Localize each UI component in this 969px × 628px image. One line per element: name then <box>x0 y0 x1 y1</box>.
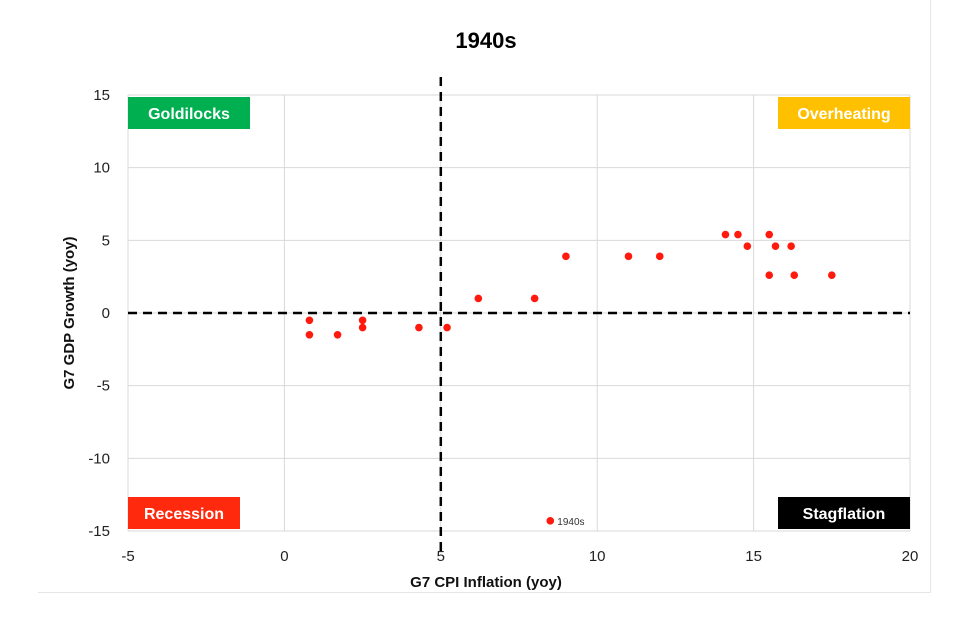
x-tick-label: -5 <box>121 548 134 565</box>
quadrant-label-top-right-background <box>778 97 910 129</box>
data-point <box>787 242 795 250</box>
quadrant-label-stagflation: Stagflation <box>803 506 886 523</box>
data-point <box>530 294 539 303</box>
chart-title: 1940s <box>455 28 516 53</box>
x-tick-label: 20 <box>902 548 919 565</box>
y-tick-label: 15 <box>93 87 110 104</box>
data-point <box>358 323 367 332</box>
data-point <box>655 252 664 261</box>
data-point <box>721 230 730 239</box>
y-tick-label: -5 <box>97 378 110 395</box>
y-tick-label: 10 <box>93 160 110 177</box>
quadrant-label-bottom-right-background <box>778 497 910 529</box>
y-tick-label: -10 <box>88 450 110 467</box>
data-point <box>474 294 483 303</box>
y-tick-label: 0 <box>102 305 110 322</box>
data-point <box>358 316 367 325</box>
x-axis-label: G7 CPI Inflation (yoy) <box>410 574 562 591</box>
quadrant-label-recession: Recession <box>144 506 224 523</box>
y-tick-label: -15 <box>88 523 110 540</box>
data-point <box>624 252 633 261</box>
data-point <box>546 517 555 525</box>
data-point <box>765 271 774 280</box>
quadrant-label-top-left-background <box>128 97 250 129</box>
data-point <box>734 230 742 239</box>
x-tick-label: 10 <box>589 548 606 565</box>
data-point <box>415 323 423 332</box>
y-tick-label: 5 <box>102 232 110 249</box>
data-point <box>305 316 314 325</box>
quadrant-label-overheating: Overheating <box>797 106 890 123</box>
data-point <box>790 271 799 280</box>
x-tick-label: 0 <box>280 548 288 565</box>
quadrant-label-bottom-left-background <box>128 497 240 529</box>
data-point <box>562 252 570 261</box>
data-point <box>443 323 451 332</box>
data-point <box>765 230 774 239</box>
data-point-label: 1940s <box>557 517 584 528</box>
y-axis-label: G7 GDP Growth (yoy) <box>61 236 78 389</box>
quadrant-label-goldilocks: Goldilocks <box>148 106 230 123</box>
chart-frame <box>38 0 931 593</box>
data-point <box>333 331 342 339</box>
data-point <box>305 331 314 339</box>
x-tick-label: 5 <box>437 548 445 565</box>
x-tick-label: 15 <box>745 548 762 565</box>
data-point <box>828 271 836 280</box>
data-point <box>771 242 780 250</box>
data-point <box>743 242 752 250</box>
